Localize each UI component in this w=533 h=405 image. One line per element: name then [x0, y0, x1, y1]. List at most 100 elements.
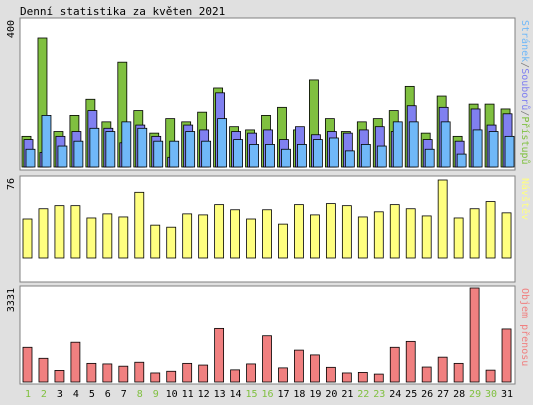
bar-visits-day-17 — [278, 223, 288, 259]
bar-pages-day-23 — [376, 145, 387, 168]
legend-entry: / — [519, 110, 530, 116]
bar-volume-day-24 — [389, 346, 400, 383]
bar-visits-day-23 — [373, 211, 384, 259]
bar-pages-day-16 — [265, 144, 275, 168]
bar-visits-day-14 — [230, 209, 240, 259]
panel-legend: Stránek/Souborů/Přístupů — [519, 20, 531, 165]
bar-visits-day-16 — [262, 209, 272, 259]
bar-volume-day-25 — [405, 340, 416, 383]
day-label: 15 — [246, 389, 258, 400]
day-label: 21 — [341, 389, 353, 400]
bar-pages-day-19 — [313, 139, 323, 168]
bar-volume-day-6 — [102, 363, 113, 383]
day-label: 7 — [121, 389, 127, 400]
day-label: 30 — [485, 389, 497, 400]
day-label: 1 — [25, 389, 31, 400]
day-label: 10 — [166, 389, 178, 400]
panel-middle: 76 Návštěv — [6, 175, 531, 283]
bar-pages-day-11 — [185, 131, 196, 168]
bar-visits-day-31 — [501, 212, 512, 259]
bar-visits-day-5 — [86, 217, 97, 259]
bar-pages-day-10 — [169, 140, 180, 168]
bar-visits-day-7 — [118, 216, 129, 259]
day-label: 19 — [309, 389, 321, 400]
bar-pages-day-15 — [249, 144, 259, 168]
bar-volume-day-28 — [453, 362, 464, 383]
legend-entry: Návštěv — [519, 178, 531, 220]
day-label: 8 — [137, 389, 143, 400]
bar-visits-day-21 — [341, 205, 352, 259]
bar-volume-day-17 — [278, 367, 288, 383]
bar-visits-day-29 — [469, 208, 480, 259]
bar-pages-day-30 — [488, 131, 499, 168]
day-label: 31 — [501, 389, 513, 400]
bar-volume-day-30 — [485, 369, 496, 383]
bar-visits-day-24 — [389, 204, 400, 259]
day-label: 20 — [325, 389, 337, 400]
legend-entry: Objem přenosu — [519, 288, 531, 366]
legend-entry: Stránek — [519, 20, 531, 62]
bar-pages-day-2 — [41, 115, 52, 168]
bar-volume-day-21 — [341, 372, 352, 383]
bar-visits-day-11 — [182, 213, 193, 259]
bar-visits-day-15 — [246, 218, 256, 259]
bar-pages-day-9 — [153, 140, 164, 168]
legend-entry: / — [519, 62, 530, 68]
legend-entry: Přístupů — [519, 116, 531, 164]
bar-pages-day-8 — [137, 127, 148, 168]
bar-volume-day-23 — [373, 373, 384, 383]
day-labels: 1 2 3 4 5 6 7 8 9 10 11 12 13 14 15 16 17 18 19 20 21 22 23 24 2… — [25, 389, 513, 400]
bar-visits-day-13 — [214, 204, 225, 259]
bar-pages-day-26 — [424, 148, 435, 168]
bar-pages-day-5 — [89, 127, 100, 168]
bar-volume-day-27 — [437, 356, 448, 383]
y-max-label: 76 — [6, 178, 17, 190]
bar-visits-day-19 — [310, 214, 320, 259]
bar-pages-day-22 — [360, 144, 371, 168]
bar-volume-day-7 — [118, 365, 129, 383]
legend-entry: Souborů — [519, 68, 531, 110]
bar-visits-day-4 — [70, 205, 81, 259]
bar-volume-day-9 — [150, 372, 161, 383]
bar-volume-day-31 — [501, 328, 512, 383]
bar-visits-day-28 — [453, 217, 464, 259]
bar-volume-day-13 — [214, 327, 225, 383]
bar-pages-day-13 — [217, 118, 228, 168]
day-label: 28 — [453, 389, 465, 400]
bar-visits-day-10 — [166, 226, 177, 259]
day-label: 18 — [293, 389, 305, 400]
day-label: 26 — [421, 389, 433, 400]
bar-pages-day-21 — [344, 150, 355, 168]
bar-volume-day-5 — [86, 362, 97, 383]
bar-visits-day-20 — [325, 203, 336, 259]
bar-visits-day-2 — [38, 208, 49, 259]
day-label: 9 — [153, 389, 159, 400]
bar-visits-day-8 — [134, 191, 145, 259]
day-label: 14 — [230, 389, 242, 400]
bar-pages-day-6 — [105, 131, 116, 168]
bar-pages-day-25 — [408, 121, 419, 168]
chart-title: Denní statistika za květen 2021 — [20, 5, 225, 18]
bar-volume-day-26 — [421, 366, 432, 383]
day-label: 24 — [389, 389, 401, 400]
day-label: 6 — [105, 389, 111, 400]
bar-pages-day-17 — [281, 148, 291, 168]
bar-pages-day-1 — [25, 148, 36, 168]
bar-volume-day-22 — [357, 372, 368, 383]
bar-volume-day-3 — [54, 370, 65, 383]
panel-legend: Návštěv — [519, 178, 531, 220]
bar-pages-day-3 — [57, 145, 68, 168]
bar-volume-day-1 — [22, 346, 33, 383]
bar-pages-day-18 — [297, 144, 307, 168]
bar-volume-day-20 — [325, 366, 336, 383]
bar-visits-day-30 — [485, 201, 496, 259]
bar-visits-day-18 — [294, 204, 304, 259]
bar-pages-day-4 — [73, 140, 84, 168]
day-label: 23 — [373, 389, 385, 400]
bar-volume-day-11 — [182, 362, 193, 383]
bar-volume-day-19 — [310, 354, 320, 383]
bar-pages-day-20 — [328, 137, 339, 168]
bar-pages-day-24 — [392, 121, 403, 168]
